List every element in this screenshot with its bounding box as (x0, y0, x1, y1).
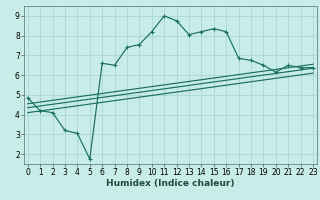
X-axis label: Humidex (Indice chaleur): Humidex (Indice chaleur) (106, 179, 235, 188)
